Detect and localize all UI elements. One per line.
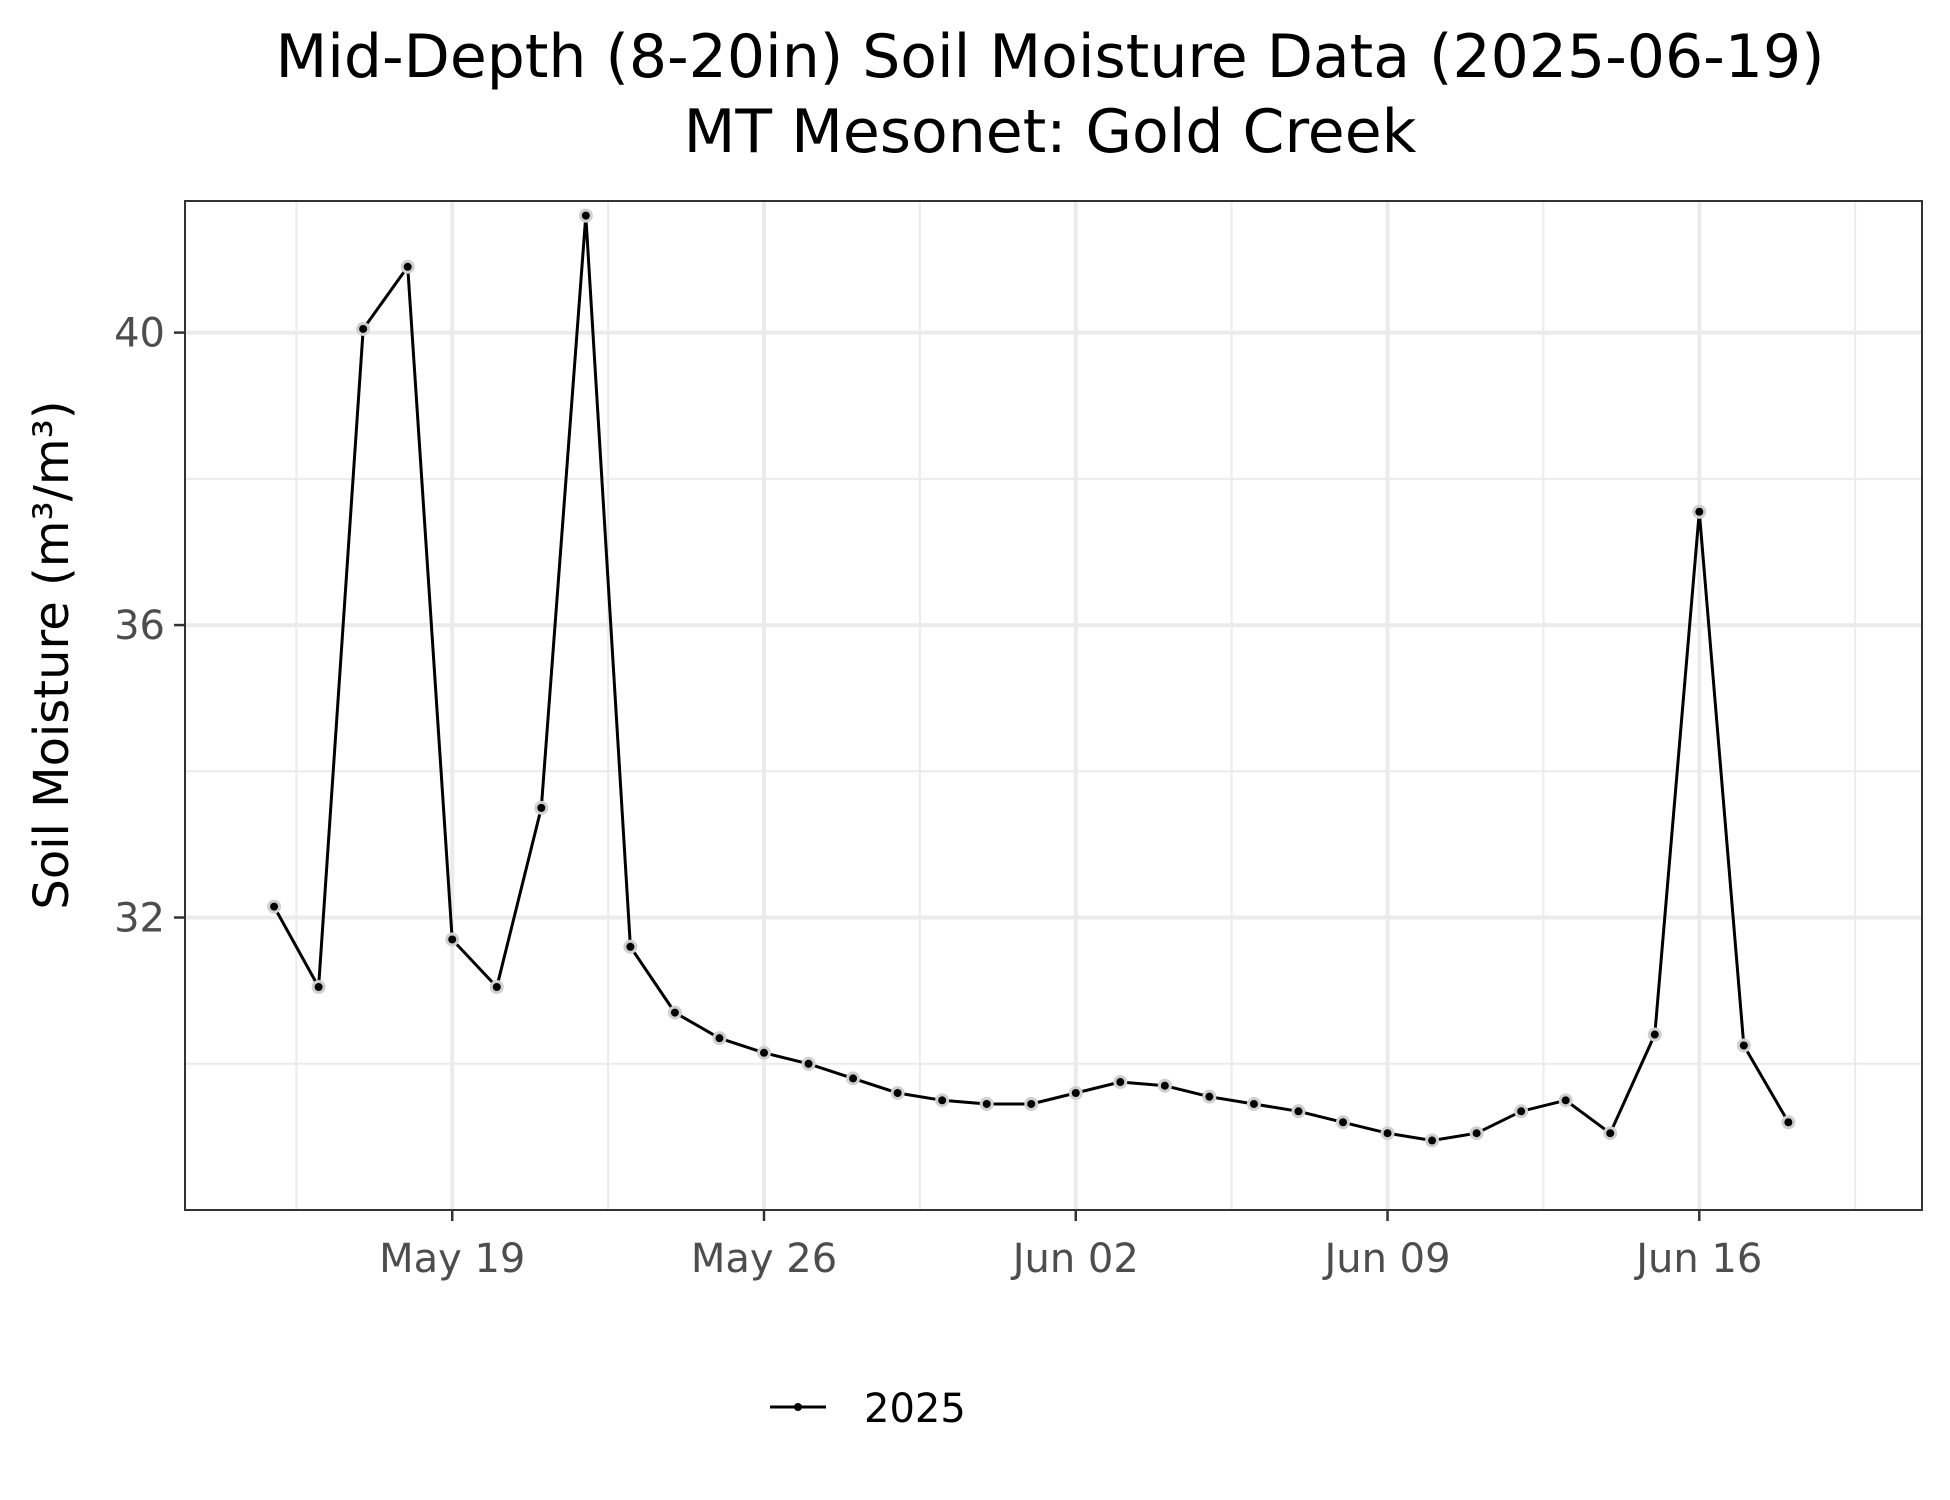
data-point	[1606, 1129, 1615, 1138]
data-point	[581, 211, 590, 220]
plot-panel-border	[184, 200, 1923, 1211]
legend-key-point	[794, 1403, 802, 1411]
data-point	[715, 1034, 724, 1043]
data-point	[1695, 507, 1704, 516]
data-point	[1561, 1096, 1570, 1105]
chart-title: Mid-Depth (8-20in) Soil Moisture Data (2…	[275, 22, 1824, 92]
data-point	[804, 1059, 813, 1068]
data-point	[760, 1048, 768, 1057]
data-point	[1027, 1099, 1036, 1108]
data-point	[849, 1074, 858, 1083]
axis-ticks: 32 36 40 May 19 May 26 Jun 02 Jun 09 Jun 16	[114, 311, 1762, 1282]
data-point	[1116, 1078, 1125, 1087]
data-point	[1650, 1030, 1659, 1039]
data-point	[938, 1096, 947, 1105]
data-point	[314, 982, 323, 991]
data-point	[982, 1099, 991, 1108]
data-point	[270, 902, 279, 911]
y-axis-title: Soil Moisture (m³/m³)	[24, 400, 80, 909]
legend: 2025	[770, 1386, 966, 1432]
data-point	[1739, 1041, 1748, 1050]
data-point	[1160, 1081, 1169, 1090]
series-layer	[267, 208, 1796, 1148]
grid-lines	[185, 201, 1922, 1210]
data-point	[1339, 1118, 1347, 1127]
data-point	[1472, 1129, 1481, 1138]
data-point	[448, 935, 457, 944]
data-point	[492, 982, 501, 991]
y-tick-label: 32	[114, 896, 165, 942]
data-point	[893, 1089, 902, 1098]
series-line	[272, 214, 1790, 1142]
data-point	[403, 262, 412, 271]
data-point	[359, 324, 368, 333]
y-tick-label: 40	[114, 311, 165, 357]
x-tick-label: Jun 16	[1633, 1236, 1762, 1282]
data-point	[1784, 1118, 1793, 1127]
data-point	[1383, 1129, 1392, 1138]
data-point	[1071, 1089, 1080, 1098]
data-point	[1294, 1107, 1303, 1116]
data-point	[1517, 1107, 1526, 1116]
data-point	[626, 942, 635, 951]
data-point	[670, 1008, 679, 1017]
x-tick-label: Jun 02	[1010, 1236, 1139, 1282]
data-point	[537, 803, 546, 812]
legend-label-2025: 2025	[864, 1386, 966, 1432]
x-tick-label: Jun 09	[1321, 1236, 1450, 1282]
data-point	[1428, 1136, 1437, 1145]
chart-subtitle: MT Mesonet: Gold Creek	[684, 97, 1417, 167]
data-point	[1249, 1099, 1258, 1108]
data-point	[1205, 1092, 1214, 1101]
x-tick-label: May 19	[379, 1236, 525, 1282]
x-tick-label: May 26	[691, 1236, 837, 1282]
y-tick-label: 36	[114, 603, 165, 649]
